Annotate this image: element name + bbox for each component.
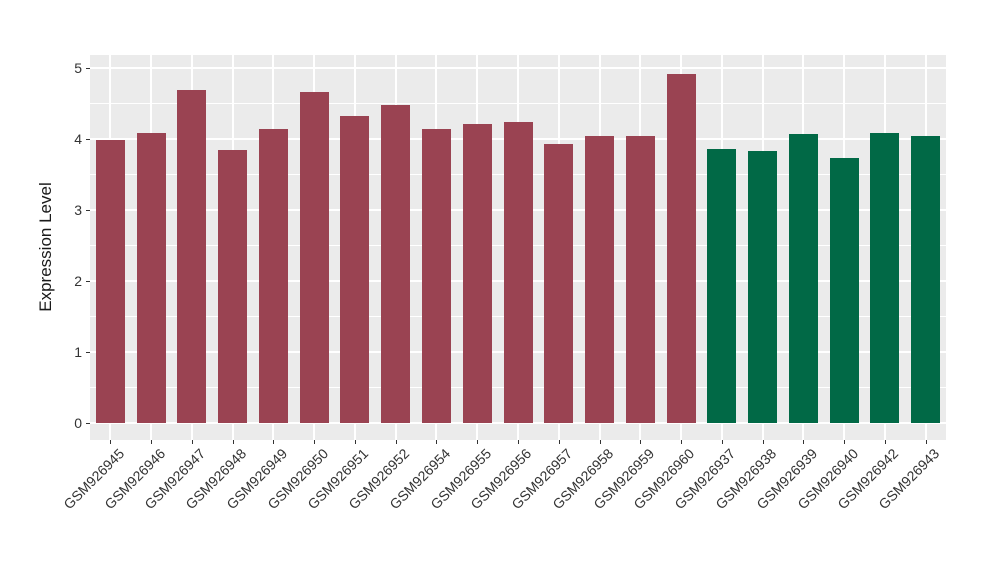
- x-tick-mark: [925, 440, 927, 444]
- x-tick-mark: [599, 440, 601, 444]
- y-tick-mark: [86, 209, 90, 211]
- y-axis-title: Expression Level: [36, 182, 55, 312]
- y-tick-label: 1: [74, 343, 82, 360]
- bar-GSM926937: [707, 148, 737, 423]
- y-tick-mark: [86, 138, 90, 140]
- bar-GSM926959: [625, 135, 655, 423]
- bar-GSM926954: [421, 129, 451, 423]
- x-tick-mark: [558, 440, 560, 444]
- bar-GSM926957: [544, 143, 574, 423]
- y-tick-label: 5: [74, 59, 82, 76]
- bar-GSM926942: [870, 132, 900, 423]
- x-tick-mark: [273, 440, 275, 444]
- y-tick-mark: [86, 351, 90, 353]
- bar-GSM926945: [95, 140, 125, 423]
- bar-GSM926938: [748, 150, 778, 423]
- bar-GSM926950: [299, 91, 329, 423]
- y-tick-mark: [86, 280, 90, 282]
- x-tick-mark: [354, 440, 356, 444]
- x-tick-mark: [721, 440, 723, 444]
- x-tick-mark: [191, 440, 193, 444]
- bar-GSM926956: [503, 121, 533, 423]
- x-tick-mark: [884, 440, 886, 444]
- x-tick-mark: [110, 440, 112, 444]
- x-tick-mark: [395, 440, 397, 444]
- x-tick-mark: [518, 440, 519, 444]
- bar-GSM926946: [136, 132, 166, 423]
- y-tick-label: 3: [74, 201, 82, 218]
- bar-GSM926951: [340, 115, 370, 423]
- x-tick-mark: [232, 440, 234, 444]
- x-tick-mark: [681, 440, 683, 444]
- bar-GSM926947: [177, 89, 207, 423]
- bar-GSM926958: [585, 135, 615, 423]
- x-tick-mark: [436, 440, 438, 444]
- bar-GSM926955: [462, 123, 492, 423]
- x-tick-mark: [640, 440, 642, 444]
- x-tick-mark: [151, 440, 153, 444]
- x-tick-mark: [803, 440, 805, 444]
- y-tick-mark: [86, 423, 90, 424]
- y-tick-mark: [86, 67, 90, 69]
- x-tick-mark: [844, 440, 846, 444]
- bar-GSM926960: [666, 73, 696, 423]
- x-tick-mark: [477, 440, 479, 444]
- bar-GSM926949: [258, 129, 288, 423]
- bar-GSM926952: [381, 105, 411, 423]
- y-tick-label: 0: [74, 415, 82, 431]
- x-tick-mark: [762, 440, 764, 444]
- bar-GSM926939: [788, 134, 818, 423]
- x-tick-mark: [314, 440, 316, 444]
- bar-GSM926948: [218, 149, 248, 423]
- bar-GSM926943: [911, 135, 941, 423]
- bar-GSM926940: [829, 157, 859, 423]
- y-tick-label: 4: [74, 130, 82, 147]
- plot-panel: [90, 55, 946, 440]
- y-tick-label: 2: [74, 272, 82, 289]
